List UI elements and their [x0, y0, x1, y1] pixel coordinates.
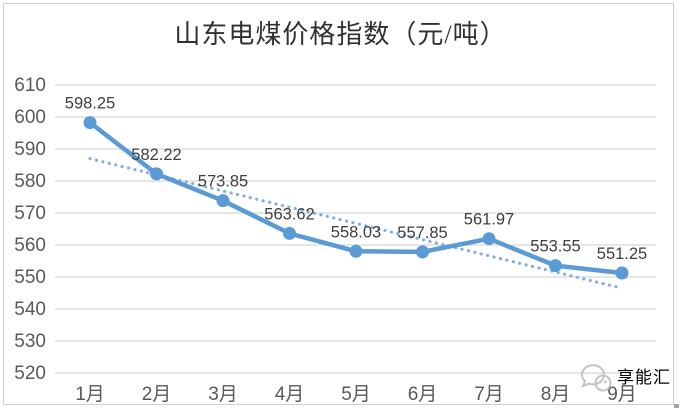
- data-label: 573.85: [198, 173, 248, 191]
- data-point-marker: [216, 194, 230, 208]
- x-tick-label: 6月: [408, 384, 438, 405]
- data-point-marker: [349, 244, 363, 258]
- x-tick-label: 2月: [142, 384, 172, 405]
- x-tick-label: 4月: [275, 384, 305, 405]
- data-label: 582.22: [131, 146, 181, 164]
- data-point-marker: [83, 116, 97, 130]
- data-label: 553.55: [530, 238, 580, 256]
- y-tick-label: 590: [14, 139, 46, 160]
- y-tick-label: 540: [14, 299, 46, 320]
- x-tick-label: 9月: [607, 384, 637, 405]
- data-label: 557.85: [397, 224, 447, 242]
- x-tick-label: 5月: [341, 384, 371, 405]
- data-label: 551.25: [597, 245, 647, 263]
- data-label: 563.62: [264, 205, 314, 223]
- data-point-marker: [150, 167, 163, 181]
- y-tick-label: 600: [14, 107, 46, 128]
- data-point-marker: [482, 232, 496, 246]
- y-tick-label: 550: [14, 267, 46, 288]
- x-tick-label: 3月: [208, 384, 238, 405]
- data-point-marker: [615, 266, 629, 280]
- y-tick-label: 560: [14, 235, 46, 256]
- data-point-marker: [283, 226, 296, 240]
- y-tick-label: 610: [14, 75, 46, 96]
- y-tick-label: 580: [14, 171, 46, 192]
- data-label: 558.03: [331, 223, 381, 241]
- data-point-marker: [416, 245, 429, 259]
- x-tick-label: 1月: [75, 384, 105, 405]
- data-label: 561.97: [464, 211, 514, 229]
- chart-title: 山东电煤价格指数（元/吨）: [174, 20, 507, 49]
- y-tick-label: 530: [14, 331, 46, 352]
- trendline: [88, 157, 624, 290]
- y-tick-label: 570: [14, 203, 46, 224]
- x-tick-label: 8月: [541, 384, 571, 405]
- y-tick-label: 520: [14, 363, 46, 384]
- data-label: 598.25: [65, 95, 115, 113]
- corner-artifact: [674, 404, 679, 408]
- x-tick-label: 7月: [474, 384, 504, 405]
- data-point-marker: [549, 259, 562, 273]
